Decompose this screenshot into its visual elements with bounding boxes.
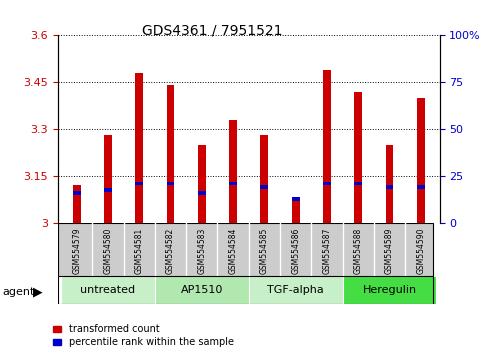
- Bar: [61, 276, 155, 304]
- Text: GSM554585: GSM554585: [260, 227, 269, 274]
- Bar: [323, 182, 331, 185]
- Text: Heregulin: Heregulin: [362, 285, 416, 295]
- Bar: [355, 182, 362, 185]
- Text: TGF-alpha: TGF-alpha: [267, 285, 324, 295]
- Bar: [198, 145, 206, 223]
- Bar: [260, 185, 268, 189]
- Text: GSM554581: GSM554581: [135, 227, 144, 274]
- Text: AP1510: AP1510: [181, 285, 223, 295]
- Bar: [292, 198, 299, 201]
- Text: GSM554588: GSM554588: [354, 227, 363, 274]
- Bar: [229, 120, 237, 223]
- Text: untreated: untreated: [81, 285, 136, 295]
- Bar: [323, 70, 331, 223]
- Bar: [385, 185, 393, 189]
- Bar: [260, 136, 268, 223]
- Bar: [167, 182, 174, 185]
- Text: GSM554580: GSM554580: [103, 227, 113, 274]
- Bar: [104, 188, 112, 192]
- Legend: transformed count, percentile rank within the sample: transformed count, percentile rank withi…: [53, 325, 234, 347]
- Text: agent: agent: [2, 287, 35, 297]
- Text: GSM554587: GSM554587: [323, 227, 331, 274]
- Bar: [385, 145, 393, 223]
- Bar: [73, 191, 81, 195]
- Bar: [292, 201, 299, 223]
- Text: GSM554590: GSM554590: [416, 227, 425, 274]
- Bar: [135, 73, 143, 223]
- Bar: [417, 185, 425, 189]
- Bar: [229, 182, 237, 185]
- Text: GSM554586: GSM554586: [291, 227, 300, 274]
- Bar: [104, 136, 112, 223]
- Bar: [342, 276, 437, 304]
- Bar: [198, 191, 206, 195]
- Bar: [355, 92, 362, 223]
- Text: GSM554584: GSM554584: [228, 227, 238, 274]
- Text: GSM554579: GSM554579: [72, 227, 81, 274]
- Text: ▶: ▶: [33, 286, 43, 298]
- Bar: [155, 276, 249, 304]
- Text: GSM554589: GSM554589: [385, 227, 394, 274]
- Bar: [249, 276, 342, 304]
- Bar: [167, 85, 174, 223]
- Bar: [417, 98, 425, 223]
- Bar: [73, 185, 81, 223]
- Bar: [135, 182, 143, 185]
- Text: GSM554582: GSM554582: [166, 227, 175, 274]
- Text: GDS4361 / 7951521: GDS4361 / 7951521: [142, 23, 283, 37]
- Text: GSM554583: GSM554583: [198, 227, 206, 274]
